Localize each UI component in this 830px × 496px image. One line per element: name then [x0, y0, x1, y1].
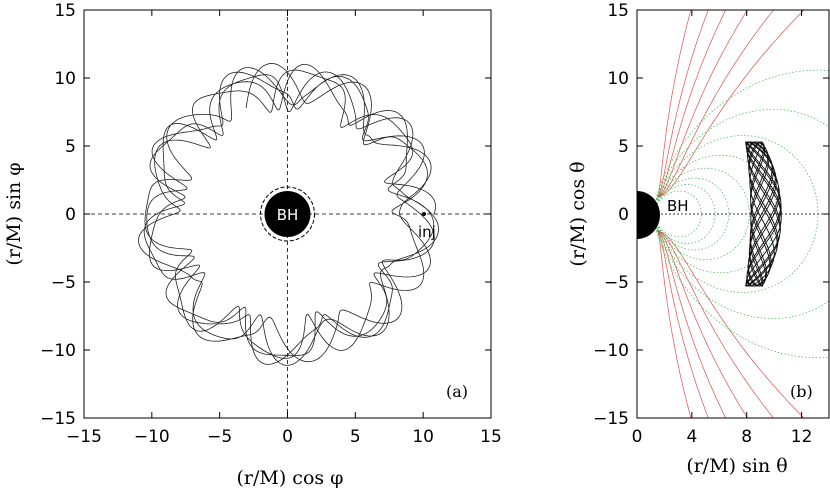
panel-b-red-field-line [657, 230, 748, 418]
panel-a-ytick-label: 0 [65, 205, 76, 225]
panel-b-ytick-label: −5 [604, 273, 629, 293]
panel-a-label: (a) [446, 382, 468, 401]
panel-b-red-field-line [657, 10, 692, 198]
panel-b-green-field-line [653, 167, 750, 261]
panel-b-red-field-line [657, 10, 805, 199]
panel-b-ytick-label: 5 [618, 137, 629, 157]
panel-b-red-field-line [657, 10, 774, 198]
panel-b-green-field-line [653, 154, 778, 274]
panel-a-inj-label: inj [418, 223, 436, 241]
panel-b-ylabel: (r/M) cos θ [567, 161, 589, 266]
panel-b-green-field-line [653, 190, 702, 238]
panel-a-xtick-label: −10 [134, 427, 170, 447]
panel-a-xtick-label: 0 [282, 427, 293, 447]
panel-a-xlabel: (r/M) cos φ [237, 467, 344, 489]
panel-b-ytick-label: −15 [593, 409, 629, 429]
panel-a-ytick-label: 10 [54, 69, 76, 89]
panel-b-ytick-label: 10 [607, 69, 629, 89]
panel-b-xlabel: (r/M) sin θ [686, 455, 787, 477]
panel-b-bh-label: BH [667, 197, 689, 215]
panel-a-injection-point [422, 212, 426, 216]
panel-b-xtick-label: 0 [632, 427, 643, 447]
panel-b-trajectory [745, 141, 782, 287]
panel-b-label: (b) [790, 382, 813, 401]
panel-b-ytick-label: −10 [593, 341, 629, 361]
panel-b-xtick-label: 4 [686, 427, 697, 447]
panel-a-xtick-label: −15 [66, 427, 102, 447]
panel-b-ytick-label: 15 [607, 1, 629, 21]
panel-b-red-field-line [657, 230, 692, 418]
panel-b-red-field-line [657, 10, 727, 198]
panel-b-ytick-label: 0 [618, 205, 629, 225]
panel-a-ylabel: (r/M) sin φ [3, 162, 25, 265]
panel-b-red-field-line [657, 10, 709, 198]
panel-a-ytick-label: 15 [54, 1, 76, 21]
panel-a-xtick-label: 10 [412, 427, 434, 447]
panel-a-xtick-label: 5 [350, 427, 361, 447]
panel-a-bh-label: BH [277, 206, 299, 224]
panel-b-red-field-line [657, 230, 774, 418]
panel-b-bh [637, 191, 660, 239]
panel-a-xtick-label: −5 [207, 427, 232, 447]
panel-a-bh [264, 191, 311, 237]
panel-a-ytick-label: −10 [40, 341, 76, 361]
panel-a-bh-ring [260, 186, 315, 242]
panel-b-red-field-line [657, 230, 727, 418]
panel-a-ytick-label: −15 [40, 409, 76, 429]
panel-b-green-field-line [653, 108, 829, 320]
panel-b-xtick-label: 8 [741, 427, 752, 447]
panel-b-red-field-line [657, 230, 709, 418]
panel-b-xtick-label: 12 [791, 427, 813, 447]
panel-a-ytick-label: −5 [51, 273, 76, 293]
panel-b-red-field-line [657, 229, 805, 418]
panel-a-ytick-label: 5 [65, 137, 76, 157]
panel-a-orbit [138, 63, 439, 366]
panel-b-green-field-line [653, 177, 730, 251]
panel-b: 0 4 8 12 −15 −10 −5 0 5 10 15 BH (b) (r/M) sin θ (… [567, 1, 830, 477]
panel-a-xtick-label: 15 [480, 427, 502, 447]
